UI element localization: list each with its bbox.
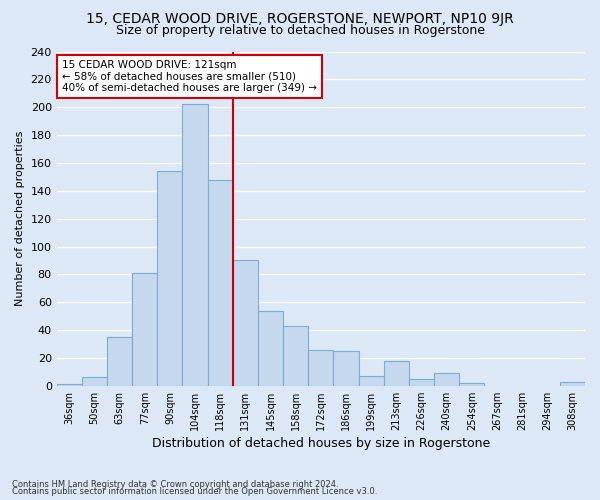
Bar <box>132 273 157 386</box>
Bar <box>258 310 283 386</box>
Bar <box>560 382 585 386</box>
Bar <box>233 260 258 386</box>
Bar <box>384 360 409 386</box>
Bar <box>359 376 384 386</box>
Bar <box>157 172 182 386</box>
X-axis label: Distribution of detached houses by size in Rogerstone: Distribution of detached houses by size … <box>152 437 490 450</box>
Text: Contains public sector information licensed under the Open Government Licence v3: Contains public sector information licen… <box>12 488 377 496</box>
Bar <box>182 104 208 386</box>
Bar <box>334 351 359 386</box>
Bar <box>308 350 334 386</box>
Bar <box>82 378 107 386</box>
Y-axis label: Number of detached properties: Number of detached properties <box>15 131 25 306</box>
Text: 15, CEDAR WOOD DRIVE, ROGERSTONE, NEWPORT, NP10 9JR: 15, CEDAR WOOD DRIVE, ROGERSTONE, NEWPOR… <box>86 12 514 26</box>
Bar <box>56 384 82 386</box>
Bar <box>459 383 484 386</box>
Bar <box>283 326 308 386</box>
Bar <box>409 379 434 386</box>
Bar <box>208 180 233 386</box>
Bar <box>434 374 459 386</box>
Bar <box>107 337 132 386</box>
Text: Contains HM Land Registry data © Crown copyright and database right 2024.: Contains HM Land Registry data © Crown c… <box>12 480 338 489</box>
Text: Size of property relative to detached houses in Rogerstone: Size of property relative to detached ho… <box>115 24 485 37</box>
Text: 15 CEDAR WOOD DRIVE: 121sqm
← 58% of detached houses are smaller (510)
40% of se: 15 CEDAR WOOD DRIVE: 121sqm ← 58% of det… <box>62 60 317 93</box>
